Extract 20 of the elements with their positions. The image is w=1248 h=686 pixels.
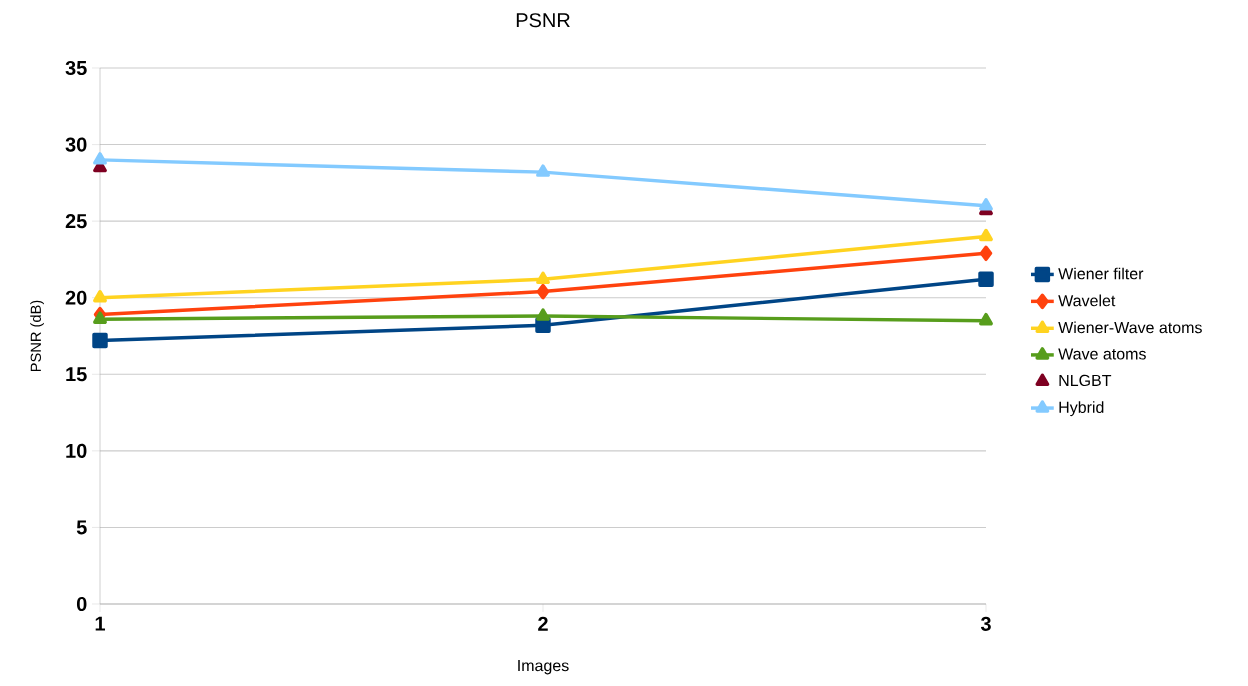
- x-tick-label: 3: [980, 616, 991, 631]
- legend-label: Hybrid: [1059, 401, 1104, 417]
- legend-label: Wavelet: [1058, 294, 1116, 307]
- y-tick-label: 10: [66, 443, 87, 458]
- y-tick-label: 5: [76, 520, 87, 535]
- y-tick-label: 15: [66, 367, 87, 382]
- legend-label: Wiener-Wave atoms: [1058, 321, 1202, 334]
- y-axis-title: PSNR (dB): [30, 300, 44, 372]
- y-tick-label: 20: [65, 290, 87, 305]
- y-tick-label: 0: [76, 596, 87, 612]
- legend-label: Wiener filter: [1058, 267, 1144, 280]
- chart-title: PSNR: [516, 13, 570, 28]
- x-axis-title: Images: [518, 660, 569, 675]
- y-tick-label: 25: [65, 214, 87, 229]
- legend-label: Wave atoms: [1058, 348, 1146, 360]
- x-tick-label: 1: [95, 616, 105, 631]
- legend-label: NLGBT: [1059, 374, 1112, 387]
- y-tick-label: 35: [65, 60, 87, 76]
- y-tick-label: 30: [65, 137, 87, 152]
- x-tick-label: 2: [538, 616, 548, 631]
